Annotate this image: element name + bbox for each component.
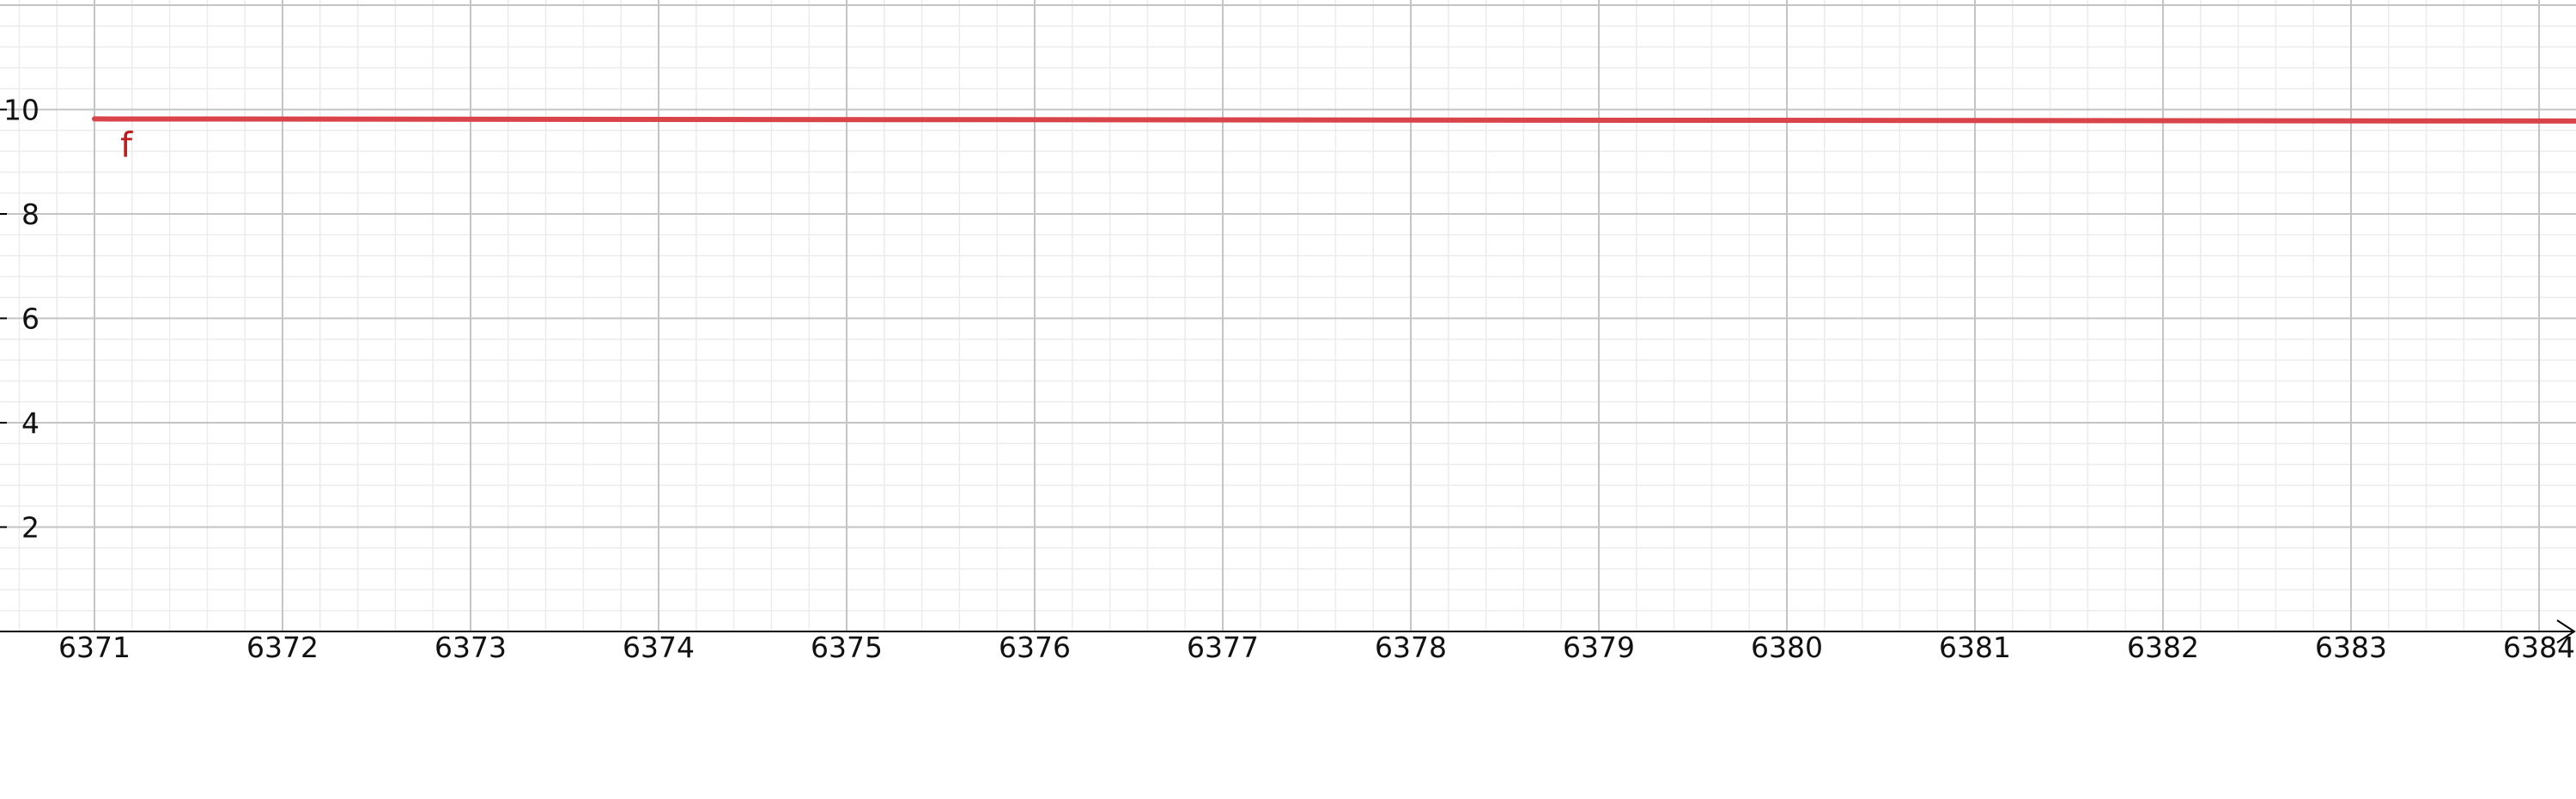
y-tick-label: 4 (21, 406, 39, 440)
series-line-f (92, 116, 2576, 124)
x-tick-label: 6381 (1939, 631, 2011, 664)
y-tick-label: 2 (21, 511, 39, 545)
x-tick-label: 6380 (1751, 631, 1823, 664)
x-tick-label: 6376 (999, 631, 1071, 664)
x-tick-label: 6377 (1187, 631, 1259, 664)
y-tick-label: 10 (3, 94, 39, 127)
series-layer: f (92, 116, 2576, 165)
y-tick-label: 6 (21, 302, 39, 336)
major-grid (0, 0, 2576, 631)
x-tick-label: 6371 (58, 631, 131, 664)
x-tick-label: 6373 (434, 631, 507, 664)
x-tick-labels: 6371 6372 6373 6374 6375 6376 6377 6378 6379 6380… (58, 631, 2575, 664)
axes (0, 108, 2576, 643)
x-tick-label: 6383 (2315, 631, 2387, 664)
x-tick-label: 6372 (246, 631, 319, 664)
y-tick-labels: 2 4 6 8 10 (3, 94, 39, 545)
x-tick-label: 6378 (1375, 631, 1447, 664)
x-tick-label: 6384 (2503, 631, 2575, 664)
x-axis-arrow (2556, 619, 2576, 643)
x-tick-label: 6382 (2127, 631, 2199, 664)
x-tick-label: 6375 (811, 631, 883, 664)
x-tick-label: 6374 (623, 631, 695, 664)
series-label-f: f (120, 125, 133, 165)
y-tick-label: 8 (21, 198, 39, 231)
x-tick-label: 6379 (1563, 631, 1635, 664)
